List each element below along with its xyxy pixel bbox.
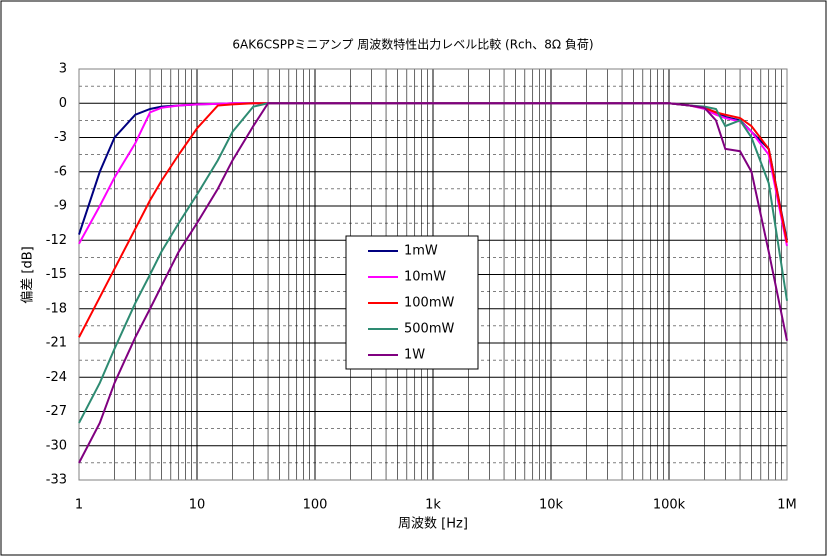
legend-label: 1mW [404, 244, 438, 259]
y-axis-label: 偏差 [dB] [21, 246, 36, 303]
y-tick-label: -12 [46, 233, 67, 248]
y-tick-label: -27 [46, 404, 67, 419]
plot-area [78, 68, 788, 481]
x-tick-label: 1k [425, 498, 441, 513]
x-tick-label: 1M [777, 498, 797, 513]
x-tick-label: 10k [539, 498, 564, 513]
legend-label: 100mW [404, 296, 454, 311]
y-tick-label: -18 [46, 301, 67, 316]
legend-label: 500mW [404, 322, 454, 337]
y-tick-label: -6 [54, 164, 67, 179]
y-tick-label: -9 [54, 199, 67, 214]
x-tick-label: 10 [189, 498, 206, 513]
y-tick-label: 3 [59, 62, 67, 77]
y-tick-label: -3 [54, 130, 67, 145]
x-tick-label: 100k [653, 498, 686, 513]
y-tick-label: -15 [46, 267, 67, 282]
y-tick-label: -30 [46, 438, 67, 453]
x-axis-label: 周波数 [Hz] [398, 517, 468, 532]
y-tick-label: 0 [59, 96, 67, 111]
series-line [78, 102, 788, 464]
chart-title: 6AK6CSPPミニアンプ 周波数特性出力レベル比較 (Rch、8Ω 負荷) [232, 37, 593, 52]
y-tick-label: -21 [46, 336, 67, 351]
legend-label: 1W [404, 348, 425, 363]
x-tick-label: 1 [75, 498, 83, 513]
y-tick-label: -24 [46, 370, 67, 385]
legend-label: 10mW [404, 270, 446, 285]
x-tick-label: 100 [303, 498, 328, 513]
y-tick-label: -33 [46, 473, 67, 488]
